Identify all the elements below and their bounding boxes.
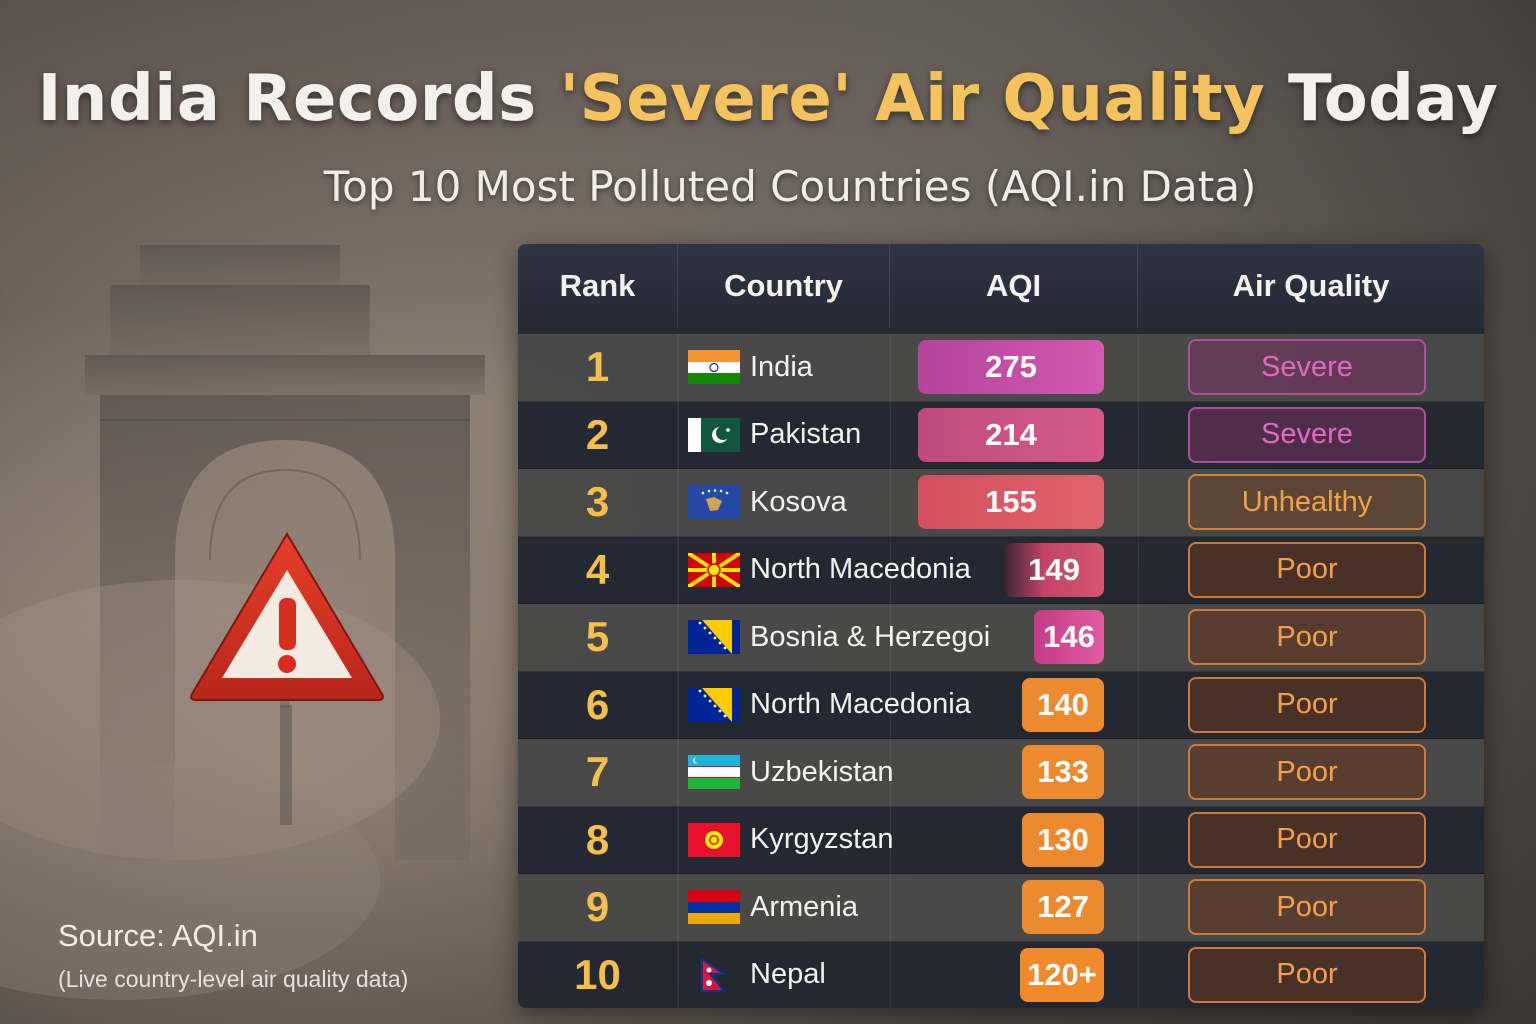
- header-air-quality: Air Quality: [1232, 268, 1390, 303]
- rank-cell: 7: [518, 739, 678, 806]
- country-name: Pakistan: [750, 418, 862, 451]
- aqi-badge: 140: [1022, 677, 1104, 732]
- north-macedonia-flag-icon: [688, 552, 740, 587]
- country-cell: Kosova: [678, 469, 1138, 536]
- aqi-badge: 127: [1022, 880, 1104, 935]
- table-body: 1 India 275 Severe 2 Pakistan 214 Severe 3 Kosova…: [518, 334, 1484, 1008]
- column-divider: [890, 334, 891, 1008]
- air-quality-badge: Poor: [1188, 609, 1426, 666]
- table-row: 6 North Macedonia 140 Poor: [518, 671, 1484, 739]
- air-quality-badge: Poor: [1188, 541, 1426, 598]
- source-note: Source: AQI.in (Live country-level air q…: [58, 918, 408, 993]
- country-name: North Macedonia: [750, 553, 971, 586]
- india-flag-icon: [688, 350, 740, 385]
- air-quality-badge: Poor: [1188, 879, 1426, 936]
- nepal-flag-icon: [701, 957, 728, 992]
- armenia-flag-icon: [688, 890, 740, 925]
- country-name: Kosova: [750, 485, 847, 518]
- kosovo-flag-icon: [688, 485, 740, 520]
- rank-cell: 3: [518, 469, 678, 536]
- table-row: 1 India 275 Severe: [518, 334, 1484, 402]
- country-name: India: [750, 350, 813, 383]
- page-title: India Records 'Severe' Air Quality Today: [0, 62, 1536, 136]
- rank-cell: 6: [518, 671, 678, 738]
- header-aqi: AQI: [890, 244, 1138, 328]
- country-name: Armenia: [750, 890, 858, 923]
- country-cell: Pakistan: [678, 402, 1138, 469]
- aqi-badge: 275: [918, 340, 1104, 395]
- country-cell: Armenia: [678, 874, 1138, 941]
- air-quality-badge: Unhealthy: [1188, 474, 1426, 531]
- country-cell: India: [678, 334, 1138, 401]
- country-name: Uzbekistan: [750, 755, 894, 788]
- aqi-badge: 133: [1022, 745, 1104, 800]
- rank-cell: 5: [518, 604, 678, 671]
- air-quality-badge: Severe: [1188, 406, 1426, 463]
- aqi-badge: 155: [918, 475, 1104, 530]
- rank-cell: 10: [518, 941, 678, 1008]
- air-quality-badge: Severe: [1188, 339, 1426, 396]
- air-quality-badge: Poor: [1188, 946, 1426, 1003]
- rank-cell: 8: [518, 806, 678, 873]
- rank-cell: 4: [518, 536, 678, 603]
- rank-cell: 1: [518, 334, 678, 401]
- country-name: Bosnia & Herzegoi: [750, 620, 991, 653]
- table-row: 3 Kosova 155 Unhealthy: [518, 469, 1484, 537]
- kyrgyzstan-flag-icon: [688, 822, 740, 857]
- air-quality-badge: Poor: [1188, 676, 1426, 733]
- country-cell: Kyrgyzstan: [678, 807, 1138, 874]
- table-row: 9 Armenia 127 Poor: [518, 874, 1484, 942]
- country-cell: Bosnia & Herzegoi: [678, 604, 1138, 671]
- table-row: 2 Pakistan 214 Severe: [518, 401, 1484, 469]
- pakistan-flag-icon: [688, 417, 740, 452]
- air-quality-badge: Poor: [1188, 811, 1426, 868]
- sign-post: [280, 705, 292, 825]
- title-part2: Today: [1265, 62, 1499, 136]
- table-header: Rank Country AQI Air Quality: [518, 244, 1484, 328]
- column-divider: [678, 334, 679, 1008]
- table-row: 10 Nepal 120+ Poor: [518, 941, 1484, 1009]
- country-name: North Macedonia: [750, 688, 971, 721]
- india-gate-image: [0, 245, 485, 1000]
- header-rank: Rank: [518, 244, 678, 328]
- rank-cell: 9: [518, 874, 678, 941]
- aqi-badge: 214: [918, 407, 1104, 462]
- page-subtitle: Top 10 Most Polluted Countries (AQI.in D…: [323, 162, 1257, 211]
- country-cell: Uzbekistan: [678, 739, 1138, 806]
- aqi-badge: 149: [1004, 542, 1104, 597]
- aqi-badge: 146: [1034, 610, 1104, 665]
- table-row: 8 Kyrgyzstan 130 Poor: [518, 806, 1484, 874]
- table-row: 5 Bosnia & Herzegoi 146 Poor: [518, 604, 1484, 672]
- header-country: Country: [678, 244, 890, 328]
- aqi-badge: 130: [1022, 812, 1104, 867]
- pollution-table: Rank Country AQI Air Quality 1 India 275 Se…: [518, 244, 1484, 1008]
- country-cell: North Macedonia: [678, 672, 1138, 739]
- country-name: Nepal: [750, 958, 826, 991]
- aqi-badge: 120+: [1020, 947, 1104, 1002]
- table-row: 4 North Macedonia 149 Poor: [518, 536, 1484, 604]
- source-label: Source: AQI.in: [58, 918, 258, 953]
- warning-triangle-icon: [190, 532, 384, 708]
- country-name: Kyrgyzstan: [750, 823, 894, 856]
- country-cell: North Macedonia: [678, 537, 1138, 604]
- column-divider: [1138, 334, 1139, 1008]
- rank-cell: 2: [518, 401, 678, 468]
- uzbekistan-flag-icon: [688, 755, 740, 790]
- bosnia-flag-icon: [688, 620, 740, 655]
- bosnia-flag-icon: [688, 687, 740, 722]
- country-cell: Nepal: [678, 942, 1138, 1009]
- title-part1: India Records: [37, 62, 560, 136]
- table-row: 7 Uzbekistan 133 Poor: [518, 739, 1484, 807]
- air-quality-badge: Poor: [1188, 744, 1426, 801]
- title-highlight: 'Severe' Air Quality: [559, 62, 1266, 136]
- source-description: (Live country-level air quality data): [58, 966, 409, 992]
